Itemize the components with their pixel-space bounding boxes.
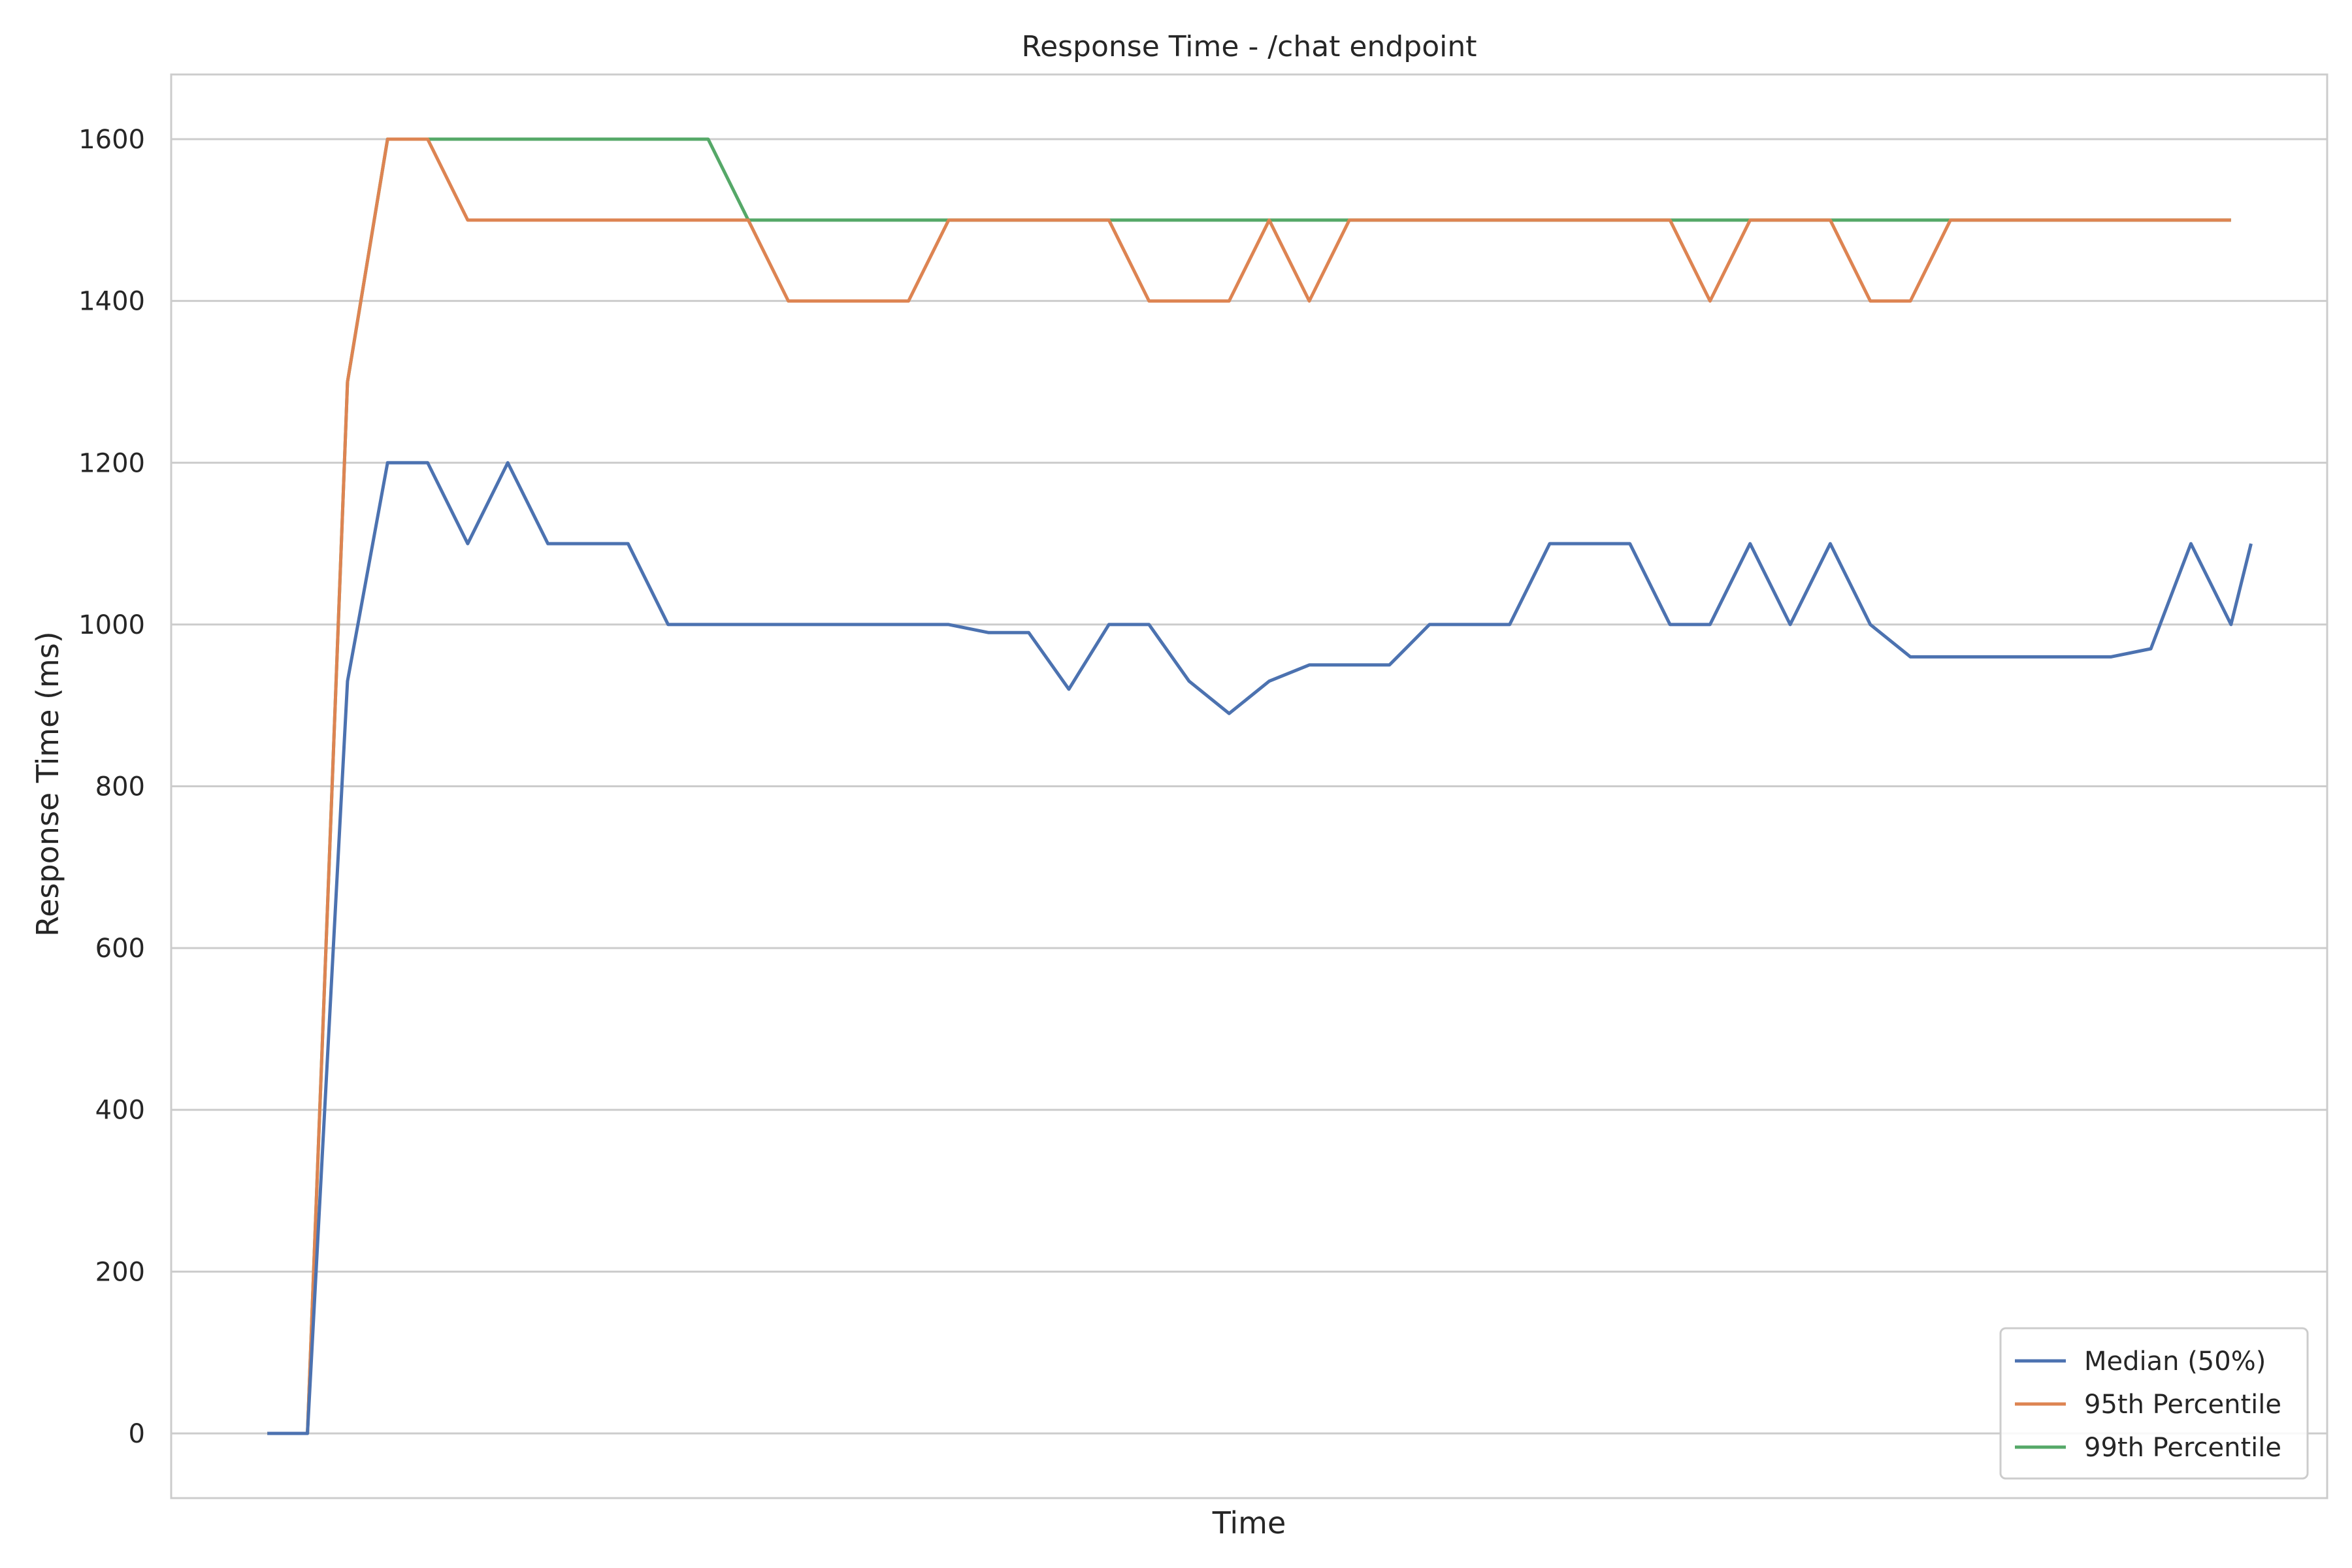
y-tick-label: 1000 [78, 610, 145, 640]
series-line-2 [267, 137, 2231, 1435]
legend-label: Median (50%) [2084, 1347, 2266, 1377]
y-tick-label: 600 [95, 934, 145, 964]
series-line-1 [267, 137, 2231, 1435]
x-axis-label: Time [1212, 1505, 1286, 1541]
y-tick-label: 1600 [78, 125, 145, 155]
y-tick-label: 1400 [78, 287, 145, 317]
y-tick-label: 400 [95, 1096, 145, 1126]
legend-box [1999, 1327, 2309, 1480]
chart-title: Response Time - /chat endpoint [1021, 30, 1477, 63]
legend-label: 99th Percentile [2084, 1433, 2281, 1463]
y-gridlines [171, 138, 2327, 1435]
y-tick-label: 0 [129, 1419, 145, 1449]
series-line-0 [267, 461, 2253, 1435]
series-lines [267, 137, 2253, 1435]
y-tick-labels: 0 200 400 600 800 1000 1200 1400 1600 [78, 125, 145, 1449]
y-tick-label: 800 [95, 772, 145, 802]
y-axis-label: Response Time (ms) [30, 631, 65, 936]
y-tick-label: 1200 [78, 448, 145, 478]
legend-label: 95th Percentile [2084, 1390, 2281, 1420]
plot-frame [170, 73, 2328, 1499]
legend: Median (50%) 95th Percentile 99th Percenti… [1999, 1327, 2309, 1480]
y-tick-label: 200 [95, 1257, 145, 1287]
